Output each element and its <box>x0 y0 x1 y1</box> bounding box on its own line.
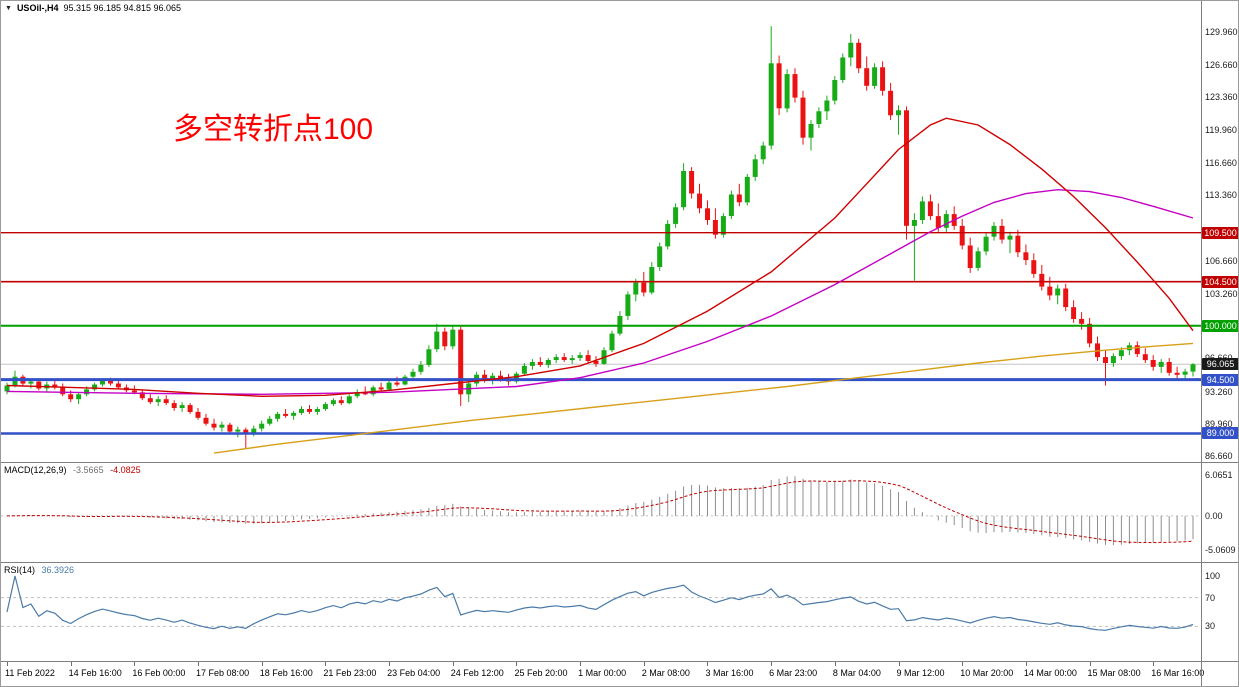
time-axis-tick <box>261 662 263 666</box>
price-flag-104.500: 104.500 <box>1202 275 1238 288</box>
candles-layer <box>4 26 1196 449</box>
time-axis-tick <box>452 662 454 666</box>
chart-titlebar: ▼ USOil-,H4 95.315 96.185 94.815 96.065 <box>1 1 1238 15</box>
time-axis-tick <box>325 662 327 666</box>
macd-scale-label: 6.0651 <box>1205 470 1233 480</box>
ma-magenta-line <box>6 188 1194 396</box>
price-flag-94.500: 94.500 <box>1202 373 1238 386</box>
price-tick: 116.660 <box>1205 157 1237 168</box>
rsi-value: 36.3926 <box>41 565 75 575</box>
price-scale[interactable]: 129.960 126.660 123.360 119.960 116.660 113.3… <box>1201 1 1238 686</box>
price-tick: 106.660 <box>1205 255 1238 266</box>
time-label: 2 Mar 08:00 <box>641 668 690 678</box>
macd-scale-label: -5.0609 <box>1205 545 1236 555</box>
time-axis-tick <box>834 662 836 666</box>
rsi-scale-label: 70 <box>1205 592 1216 603</box>
time-label: 11 Feb 2022 <box>5 668 55 678</box>
time-label: 14 Mar 00:00 <box>1023 668 1077 678</box>
rsi-label: RSI(14) 36.3926 <box>4 565 74 575</box>
macd-label: MACD(12,26,9) -3.5665 -4.0825 <box>4 465 141 475</box>
ohlc-quote: 95.315 96.185 94.815 96.065 <box>63 3 182 13</box>
ma-orange-line <box>213 342 1194 454</box>
rsi-plot[interactable] <box>1 563 1201 661</box>
time-label: 21 Feb 23:00 <box>323 668 377 678</box>
time-axis-tick <box>1025 662 1027 666</box>
time-label: 23 Feb 04:00 <box>387 668 441 678</box>
time-label: 6 Mar 23:00 <box>769 668 818 678</box>
time-label: 3 Mar 16:00 <box>705 668 754 678</box>
ma-red-line <box>6 117 1194 398</box>
macd-value-signal: -4.0825 <box>110 465 141 475</box>
time-axis-tick <box>643 662 645 666</box>
price-flag-89.000: 89.000 <box>1202 427 1238 440</box>
time-axis-tick <box>516 662 518 666</box>
time-label: 17 Feb 08:00 <box>196 668 250 678</box>
price-tick: 113.360 <box>1205 189 1237 200</box>
price-tick: 93.260 <box>1205 386 1233 397</box>
price-tick: 89.960 <box>1205 419 1233 430</box>
time-label: 1 Mar 00:00 <box>578 668 627 678</box>
time-axis-tick <box>962 662 964 666</box>
time-axis-tick <box>1089 662 1091 666</box>
price-tick: 126.660 <box>1205 59 1238 70</box>
macd-histogram <box>14 476 1194 546</box>
time-label: 25 Feb 20:00 <box>514 668 568 678</box>
candlestick-chart[interactable]: 多空转折点100 <box>1 15 1201 462</box>
time-label: 14 Feb 16:00 <box>68 668 122 678</box>
price-flag-100.000: 100.000 <box>1202 319 1238 332</box>
rsi-scale-label: 30 <box>1205 621 1216 632</box>
annotation-text[interactable]: 多空转折点100 <box>173 113 374 146</box>
current-price-flag: 96.065 <box>1202 358 1238 371</box>
time-label: 10 Mar 20:00 <box>960 668 1014 678</box>
price-tick: 86.660 <box>1205 451 1233 462</box>
rsi-line <box>6 575 1194 631</box>
time-label: 8 Mar 04:00 <box>832 668 881 678</box>
symbol-dropdown-icon[interactable]: ▼ <box>5 4 12 12</box>
time-axis-tick <box>580 662 582 666</box>
price-tick: 119.960 <box>1205 125 1237 136</box>
time-axis[interactable]: 11 Feb 2022 14 Feb 16:00 16 Feb 00:00 17 Fe… <box>1 661 1238 686</box>
macd-scale-label: 0.00 <box>1205 510 1223 521</box>
time-label: 24 Feb 12:00 <box>450 668 504 678</box>
time-axis-tick <box>771 662 773 666</box>
time-label: 18 Feb 16:00 <box>259 668 313 678</box>
time-axis-tick <box>134 662 136 666</box>
macd-indicator-name: MACD(12,26,9) <box>4 465 67 475</box>
time-label: 9 Mar 12:00 <box>896 668 945 678</box>
macd-signal-line <box>6 480 1194 544</box>
time-label: 16 Feb 00:00 <box>132 668 186 678</box>
price-flag-109.500: 109.500 <box>1202 226 1238 239</box>
time-label: 16 Mar 16:00 <box>1151 668 1205 678</box>
macd-panel[interactable]: MACD(12,26,9) -3.5665 -4.0825 <box>1 462 1238 562</box>
time-axis-tick <box>70 662 72 666</box>
time-axis-tick <box>7 662 8 666</box>
time-label: 15 Mar 08:00 <box>1087 668 1141 678</box>
time-axis-tick <box>1153 662 1155 666</box>
rsi-scale-label: 100 <box>1205 571 1221 581</box>
macd-plot[interactable] <box>1 463 1201 562</box>
rsi-indicator-name: RSI(14) <box>4 565 36 575</box>
price-tick: 103.260 <box>1205 288 1238 299</box>
symbol-timeframe-label: USOil-,H4 <box>16 3 59 13</box>
price-tick: 123.360 <box>1205 92 1238 103</box>
time-axis-tick <box>707 662 709 666</box>
price-tick: 129.960 <box>1205 27 1238 38</box>
rsi-panel[interactable]: RSI(14) 36.3926 <box>1 562 1238 661</box>
time-axis-tick <box>198 662 200 666</box>
time-axis-tick <box>389 662 391 666</box>
macd-value-main: -3.5665 <box>73 465 104 475</box>
time-axis-tick <box>898 662 900 666</box>
price-plot[interactable] <box>1 15 1201 462</box>
